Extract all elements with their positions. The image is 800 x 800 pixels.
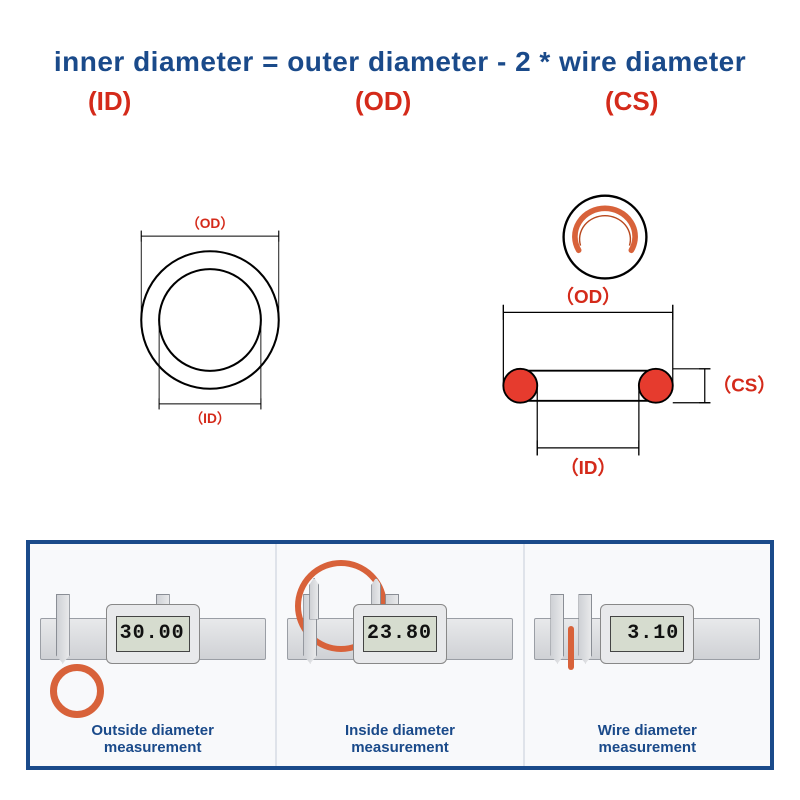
- caliper-lcd: 3.10: [600, 604, 694, 664]
- lcd-reading: 3.10: [610, 616, 684, 652]
- lcd-reading: 30.00: [116, 616, 190, 652]
- wire-left: [503, 369, 537, 403]
- measurement-caption: Outside diametermeasurement: [91, 722, 214, 757]
- caliper-jaw-left: [550, 594, 564, 664]
- cs-id-label: （ID）: [560, 456, 616, 478]
- measurement-caption: Wire diametermeasurement: [598, 722, 697, 757]
- ring-top-view: （OD） （ID）: [100, 210, 320, 430]
- outer-circle: [141, 251, 279, 389]
- inner-circle: [159, 269, 261, 371]
- caliper: 23.80: [287, 566, 513, 716]
- diagram-area: （OD） （ID）: [0, 150, 800, 540]
- id-label: （ID）: [189, 411, 230, 426]
- cs-id-dimension: [537, 386, 639, 456]
- abbr-id: (ID): [88, 86, 131, 117]
- wire-sample-icon: [568, 626, 574, 670]
- cs-dimension: [673, 369, 711, 403]
- abbr-od: (OD): [355, 86, 411, 117]
- caliper-jaw-right: [578, 594, 592, 664]
- caliper: 3.10: [534, 566, 760, 716]
- wire-right: [639, 369, 673, 403]
- measurement-strip: 30.00 Outside diametermeasurement 23.80 Ins…: [26, 540, 774, 770]
- cs-od-label: （OD）: [555, 285, 621, 307]
- abbr-cs: (CS): [605, 86, 658, 117]
- caliper-jaw-left: [56, 594, 70, 664]
- lcd-reading: 23.80: [363, 616, 437, 652]
- formula-text: inner diameter = outer diameter - 2 * wi…: [0, 46, 800, 78]
- cs-label: （CS）: [712, 373, 776, 395]
- caliper-lcd: 23.80: [353, 604, 447, 664]
- measurement-cell: 30.00 Outside diametermeasurement: [30, 544, 277, 766]
- measurement-caption: Inside diametermeasurement: [345, 722, 455, 757]
- caliper-lcd: 30.00: [106, 604, 200, 664]
- caliper: 30.00: [40, 566, 266, 716]
- od-label: （OD）: [186, 216, 234, 231]
- cross-section-view: （OD） （CS） （ID）: [435, 190, 775, 510]
- oring-sample-icon: [50, 664, 104, 718]
- id-dimension: [159, 320, 261, 409]
- measurement-cell: 3.10 Wire diametermeasurement: [525, 544, 770, 766]
- caliper-upper-jaw: [309, 578, 319, 620]
- measurement-cell: 23.80 Inside diametermeasurement: [277, 544, 524, 766]
